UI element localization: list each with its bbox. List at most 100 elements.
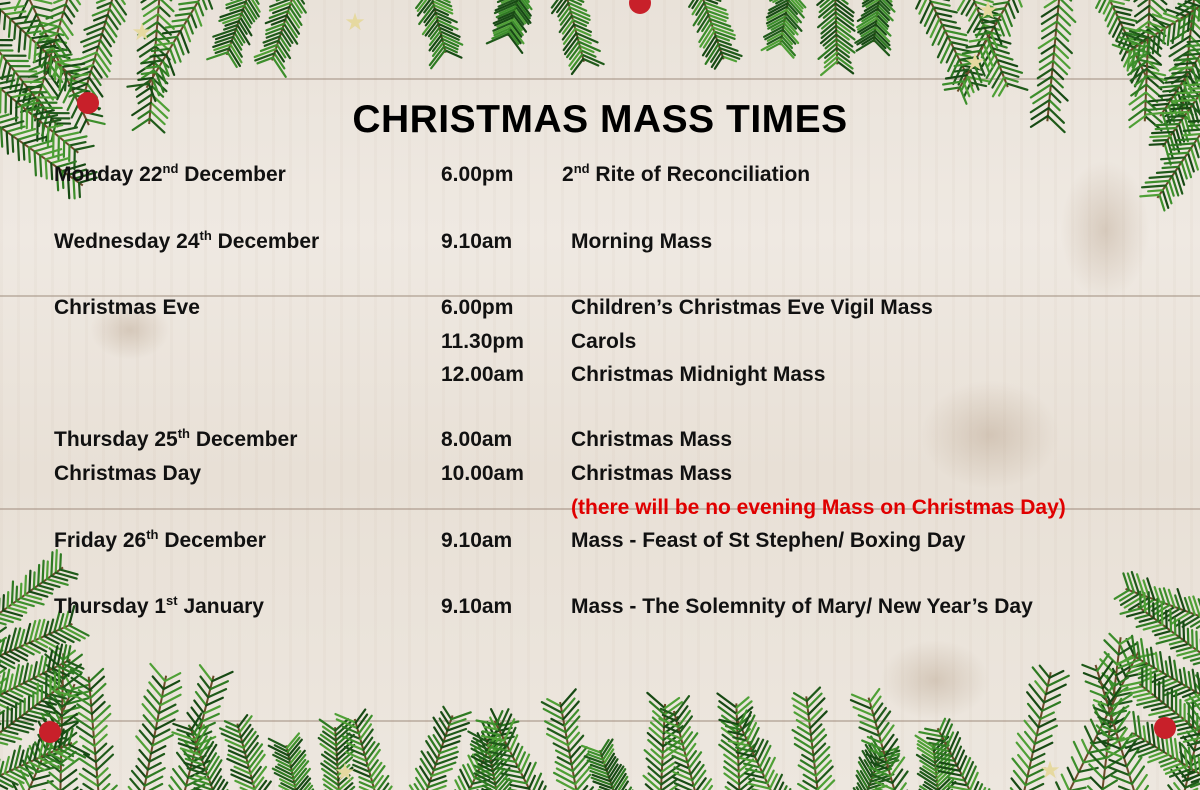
schedule-day-sup: th xyxy=(177,426,190,441)
pine-branch-bottom xyxy=(267,732,315,790)
schedule-day-sup: nd xyxy=(162,161,179,176)
schedule-event: Christmas Mass xyxy=(571,428,732,452)
pine-branch-bottom xyxy=(791,686,836,790)
pine-branch-bottom xyxy=(580,738,634,790)
schedule-time: 9.10am xyxy=(441,595,513,618)
wood-knot xyxy=(880,640,990,720)
schedule-time: 11.30pm xyxy=(441,330,524,353)
schedule-day: Christmas Day xyxy=(54,462,201,486)
pine-branch-bottom xyxy=(127,662,183,790)
schedule-day-pre: Thursday 25 xyxy=(54,428,178,451)
pine-branch-top xyxy=(816,0,856,77)
schedule-time: 9.10am xyxy=(441,529,513,552)
pine-branch-bottom xyxy=(1119,590,1200,666)
wood-knot xyxy=(1060,160,1150,300)
star-icon: ★ xyxy=(964,49,986,76)
schedule-day: Wednesday 24th December xyxy=(54,228,320,254)
schedule-event-post: Rite of Reconciliation xyxy=(589,163,811,186)
pine-branch-bottom xyxy=(852,735,901,790)
schedule-day-sup: th xyxy=(199,228,212,243)
schedule-event-pre: 2 xyxy=(562,163,574,186)
schedule-event-pre: Christmas Mass xyxy=(571,462,733,485)
red-bauble-icon xyxy=(629,0,651,14)
schedule-event-pre: Christmas Mass xyxy=(571,428,733,451)
schedule-event: Morning Mass xyxy=(571,230,712,254)
schedule-day: Christmas Eve xyxy=(54,296,200,320)
pine-branch-bottom xyxy=(658,695,714,790)
schedule-event: Mass - Feast of St Stephen/ Boxing Day xyxy=(571,529,965,553)
schedule-day: Thursday 25th December xyxy=(54,426,298,452)
pine-branch-top xyxy=(67,0,128,111)
schedule-event-pre: Carols xyxy=(571,330,637,353)
schedule-day-post: December xyxy=(211,230,320,253)
schedule-event-sup: nd xyxy=(573,161,590,176)
pine-branch-bottom xyxy=(1009,664,1070,790)
schedule-day-pre: Monday 22 xyxy=(54,163,163,186)
schedule-time: 12.00am xyxy=(441,363,524,386)
star-icon: ★ xyxy=(1039,757,1061,784)
schedule-event: Christmas Mass xyxy=(571,462,732,486)
pine-branch-bottom xyxy=(1086,632,1138,790)
schedule-event-pre: Children’s Christmas Eve Vigil Mass xyxy=(571,296,933,319)
schedule-day-post: January xyxy=(177,595,264,618)
pine-branch-bottom xyxy=(914,734,957,790)
schedule-event-pre: Mass - Feast of St Stephen/ Boxing Day xyxy=(571,529,966,552)
schedule-day-pre: Friday 26 xyxy=(54,529,147,552)
pine-branch-top xyxy=(1095,0,1168,97)
schedule-day-pre: Christmas Eve xyxy=(54,296,200,319)
schedule-event: (there will be no evening Mass on Christ… xyxy=(571,496,1066,520)
pine-branch-bottom xyxy=(1119,710,1200,789)
pine-branch-bottom xyxy=(1055,638,1156,790)
schedule-time: 6.00pm xyxy=(441,296,514,319)
pine-branch-bottom xyxy=(168,664,234,790)
wood-knot xyxy=(920,380,1060,490)
pine-branch-bottom xyxy=(467,727,513,790)
pine-branch-bottom xyxy=(1081,653,1150,790)
schedule-day-pre: Thursday 1 xyxy=(54,595,167,618)
pine-branch-bottom xyxy=(69,667,118,790)
schedule-time: 6.00pm xyxy=(441,163,514,186)
schedule-time: 10.00am xyxy=(441,462,524,485)
schedule-event-pre: Christmas Midnight Mass xyxy=(571,363,826,386)
schedule-time: 8.00am xyxy=(441,428,513,451)
pine-branch-bottom xyxy=(0,626,8,746)
schedule-event-pre: Morning Mass xyxy=(571,230,713,253)
schedule-event: Children’s Christmas Eve Vigil Mass xyxy=(571,296,933,320)
schedule-day-pre: Christmas Day xyxy=(54,462,202,485)
page-title: CHRISTMAS MASS TIMES xyxy=(352,98,848,141)
schedule-day-pre: Wednesday 24 xyxy=(54,230,200,253)
plank-seam xyxy=(0,78,1200,80)
schedule-day-sup: st xyxy=(166,593,178,608)
pine-branch-bottom xyxy=(317,718,356,790)
star-icon: ★ xyxy=(977,0,999,24)
schedule-time: 9.10am xyxy=(441,230,513,253)
plank-seam xyxy=(0,295,1200,297)
pine-branch-bottom xyxy=(1116,634,1200,708)
star-icon: ★ xyxy=(131,19,153,46)
schedule-event-pre: (there will be no evening Mass on Christ… xyxy=(571,496,1066,519)
pine-branch-top xyxy=(485,0,533,54)
pine-branch-top xyxy=(253,0,307,78)
pine-branch-bottom xyxy=(918,717,991,790)
schedule-day-sup: th xyxy=(146,527,159,542)
pine-branch-top xyxy=(550,0,605,76)
pine-branch-top xyxy=(942,0,1023,105)
schedule-day-post: December xyxy=(158,529,266,552)
plank-seam xyxy=(0,720,1200,722)
pine-branch-bottom xyxy=(1167,674,1200,790)
pine-branch-bottom xyxy=(1122,665,1200,747)
schedule-event-pre: Mass - The Solemnity of Mary/ New Year’s… xyxy=(571,595,1033,618)
pine-branch-bottom xyxy=(718,709,792,790)
pine-branch-bottom xyxy=(1113,570,1200,630)
star-icon: ★ xyxy=(334,759,356,786)
pine-branch-bottom xyxy=(0,643,85,711)
pine-branch-top xyxy=(854,0,896,57)
pine-branch-top xyxy=(126,0,214,103)
pine-branch-bottom xyxy=(716,692,758,790)
schedule-day-post: December xyxy=(190,428,298,451)
pine-branch-top xyxy=(1111,0,1200,72)
pine-branch-top xyxy=(760,0,807,59)
plank-seam xyxy=(0,508,1200,510)
schedule-day-post: December xyxy=(178,163,286,186)
pine-branch-bottom xyxy=(642,691,684,790)
